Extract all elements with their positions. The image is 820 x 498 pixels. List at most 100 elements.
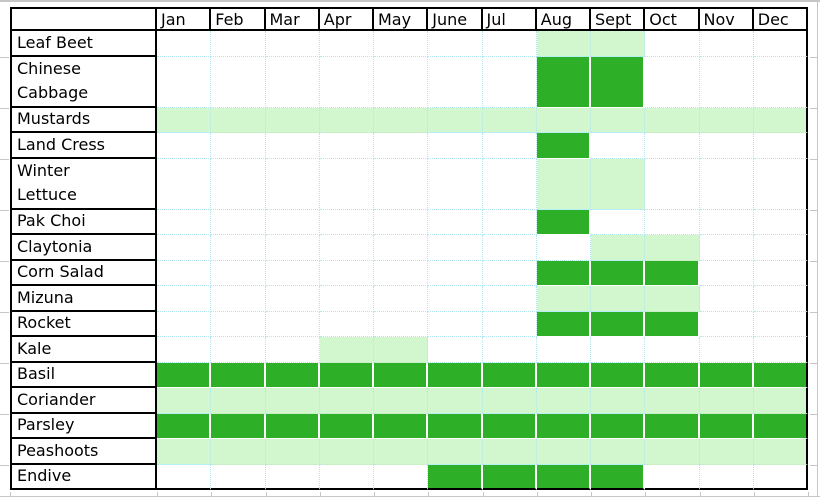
cell-peashoots-jul[interactable] [482,439,537,465]
cell-kale-dec[interactable] [753,337,808,363]
row-label-peashoots[interactable]: Peashoots [10,439,157,465]
cell-mizuna-apr[interactable] [319,286,374,312]
cell-endive-sept[interactable] [591,464,646,490]
cell-pak-choi-june[interactable] [428,209,483,235]
cell-leaf-beet-feb[interactable] [211,31,266,57]
cell-mizuna-feb[interactable] [211,286,266,312]
cell-land-cress-jan[interactable] [157,133,212,159]
cell-pak-choi-sept[interactable] [591,209,646,235]
cell-endive-oct[interactable] [645,464,700,490]
cell-chinese-cabbage-may[interactable] [374,56,429,108]
cell-land-cress-feb[interactable] [211,133,266,159]
cell-winter-lettuce-mar[interactable] [265,158,320,210]
cell-chinese-cabbage-mar[interactable] [265,56,320,108]
cell-winter-lettuce-nov[interactable] [699,158,754,210]
row-label-basil[interactable]: Basil [10,362,157,388]
row-label-rocket[interactable]: Rocket [10,311,157,337]
header-nov[interactable]: Nov [699,7,754,31]
cell-kale-apr[interactable] [319,337,374,363]
cell-pak-choi-mar[interactable] [265,209,320,235]
cell-rocket-apr[interactable] [319,311,374,337]
cell-pak-choi-dec[interactable] [753,209,808,235]
cell-corn-salad-dec[interactable] [753,260,808,286]
cell-peashoots-oct[interactable] [645,439,700,465]
cell-chinese-cabbage-june[interactable] [428,56,483,108]
cell-winter-lettuce-dec[interactable] [753,158,808,210]
cell-parsley-oct[interactable] [645,413,700,439]
cell-chinese-cabbage-apr[interactable] [319,56,374,108]
cell-rocket-oct[interactable] [645,311,700,337]
cell-corn-salad-aug[interactable] [536,260,591,286]
cell-peashoots-aug[interactable] [536,439,591,465]
header-mar[interactable]: Mar [265,7,320,31]
row-label-chinese-cabbage[interactable]: Chinese Cabbage [10,56,157,108]
cell-coriander-dec[interactable] [753,388,808,414]
row-label-parsley[interactable]: Parsley [10,413,157,439]
cell-claytonia-oct[interactable] [645,235,700,261]
cell-rocket-jan[interactable] [157,311,212,337]
cell-mustards-nov[interactable] [699,107,754,133]
cell-parsley-june[interactable] [428,413,483,439]
cell-peashoots-june[interactable] [428,439,483,465]
cell-coriander-june[interactable] [428,388,483,414]
row-label-mustards[interactable]: Mustards [10,107,157,133]
cell-kale-nov[interactable] [699,337,754,363]
cell-coriander-sept[interactable] [591,388,646,414]
cell-rocket-jul[interactable] [482,311,537,337]
header-june[interactable]: June [428,7,483,31]
cell-rocket-sept[interactable] [591,311,646,337]
row-label-kale[interactable]: Kale [10,337,157,363]
cell-claytonia-feb[interactable] [211,235,266,261]
cell-parsley-apr[interactable] [319,413,374,439]
cell-coriander-nov[interactable] [699,388,754,414]
cell-kale-aug[interactable] [536,337,591,363]
cell-basil-mar[interactable] [265,362,320,388]
header-jul[interactable]: Jul [482,7,537,31]
cell-pak-choi-nov[interactable] [699,209,754,235]
cell-basil-apr[interactable] [319,362,374,388]
row-label-leaf-beet[interactable]: Leaf Beet [10,31,157,57]
cell-chinese-cabbage-feb[interactable] [211,56,266,108]
cell-leaf-beet-june[interactable] [428,31,483,57]
cell-mustards-apr[interactable] [319,107,374,133]
cell-pak-choi-apr[interactable] [319,209,374,235]
cell-coriander-oct[interactable] [645,388,700,414]
cell-land-cress-apr[interactable] [319,133,374,159]
cell-corn-salad-nov[interactable] [699,260,754,286]
cell-corn-salad-jan[interactable] [157,260,212,286]
cell-basil-jan[interactable] [157,362,212,388]
cell-chinese-cabbage-sept[interactable] [591,56,646,108]
cell-pak-choi-jan[interactable] [157,209,212,235]
cell-land-cress-sept[interactable] [591,133,646,159]
cell-corn-salad-jul[interactable] [482,260,537,286]
cell-corn-salad-may[interactable] [374,260,429,286]
cell-endive-may[interactable] [374,464,429,490]
cell-pak-choi-jul[interactable] [482,209,537,235]
cell-kale-june[interactable] [428,337,483,363]
cell-winter-lettuce-feb[interactable] [211,158,266,210]
cell-endive-jan[interactable] [157,464,212,490]
cell-claytonia-nov[interactable] [699,235,754,261]
row-label-claytonia[interactable]: Claytonia [10,235,157,261]
cell-parsley-mar[interactable] [265,413,320,439]
cell-coriander-jan[interactable] [157,388,212,414]
header-dec[interactable]: Dec [753,7,808,31]
cell-corn-salad-feb[interactable] [211,260,266,286]
cell-mizuna-jul[interactable] [482,286,537,312]
cell-mizuna-nov[interactable] [699,286,754,312]
cell-land-cress-jul[interactable] [482,133,537,159]
cell-kale-oct[interactable] [645,337,700,363]
cell-parsley-may[interactable] [374,413,429,439]
cell-corn-salad-june[interactable] [428,260,483,286]
cell-pak-choi-feb[interactable] [211,209,266,235]
cell-basil-may[interactable] [374,362,429,388]
cell-claytonia-june[interactable] [428,235,483,261]
cell-endive-aug[interactable] [536,464,591,490]
row-label-mizuna[interactable]: Mizuna [10,286,157,312]
cell-land-cress-mar[interactable] [265,133,320,159]
cell-chinese-cabbage-dec[interactable] [753,56,808,108]
row-label-corn-salad[interactable]: Corn Salad [10,260,157,286]
cell-mizuna-may[interactable] [374,286,429,312]
cell-pak-choi-may[interactable] [374,209,429,235]
row-label-winter-lettuce[interactable]: Winter Lettuce [10,158,157,210]
